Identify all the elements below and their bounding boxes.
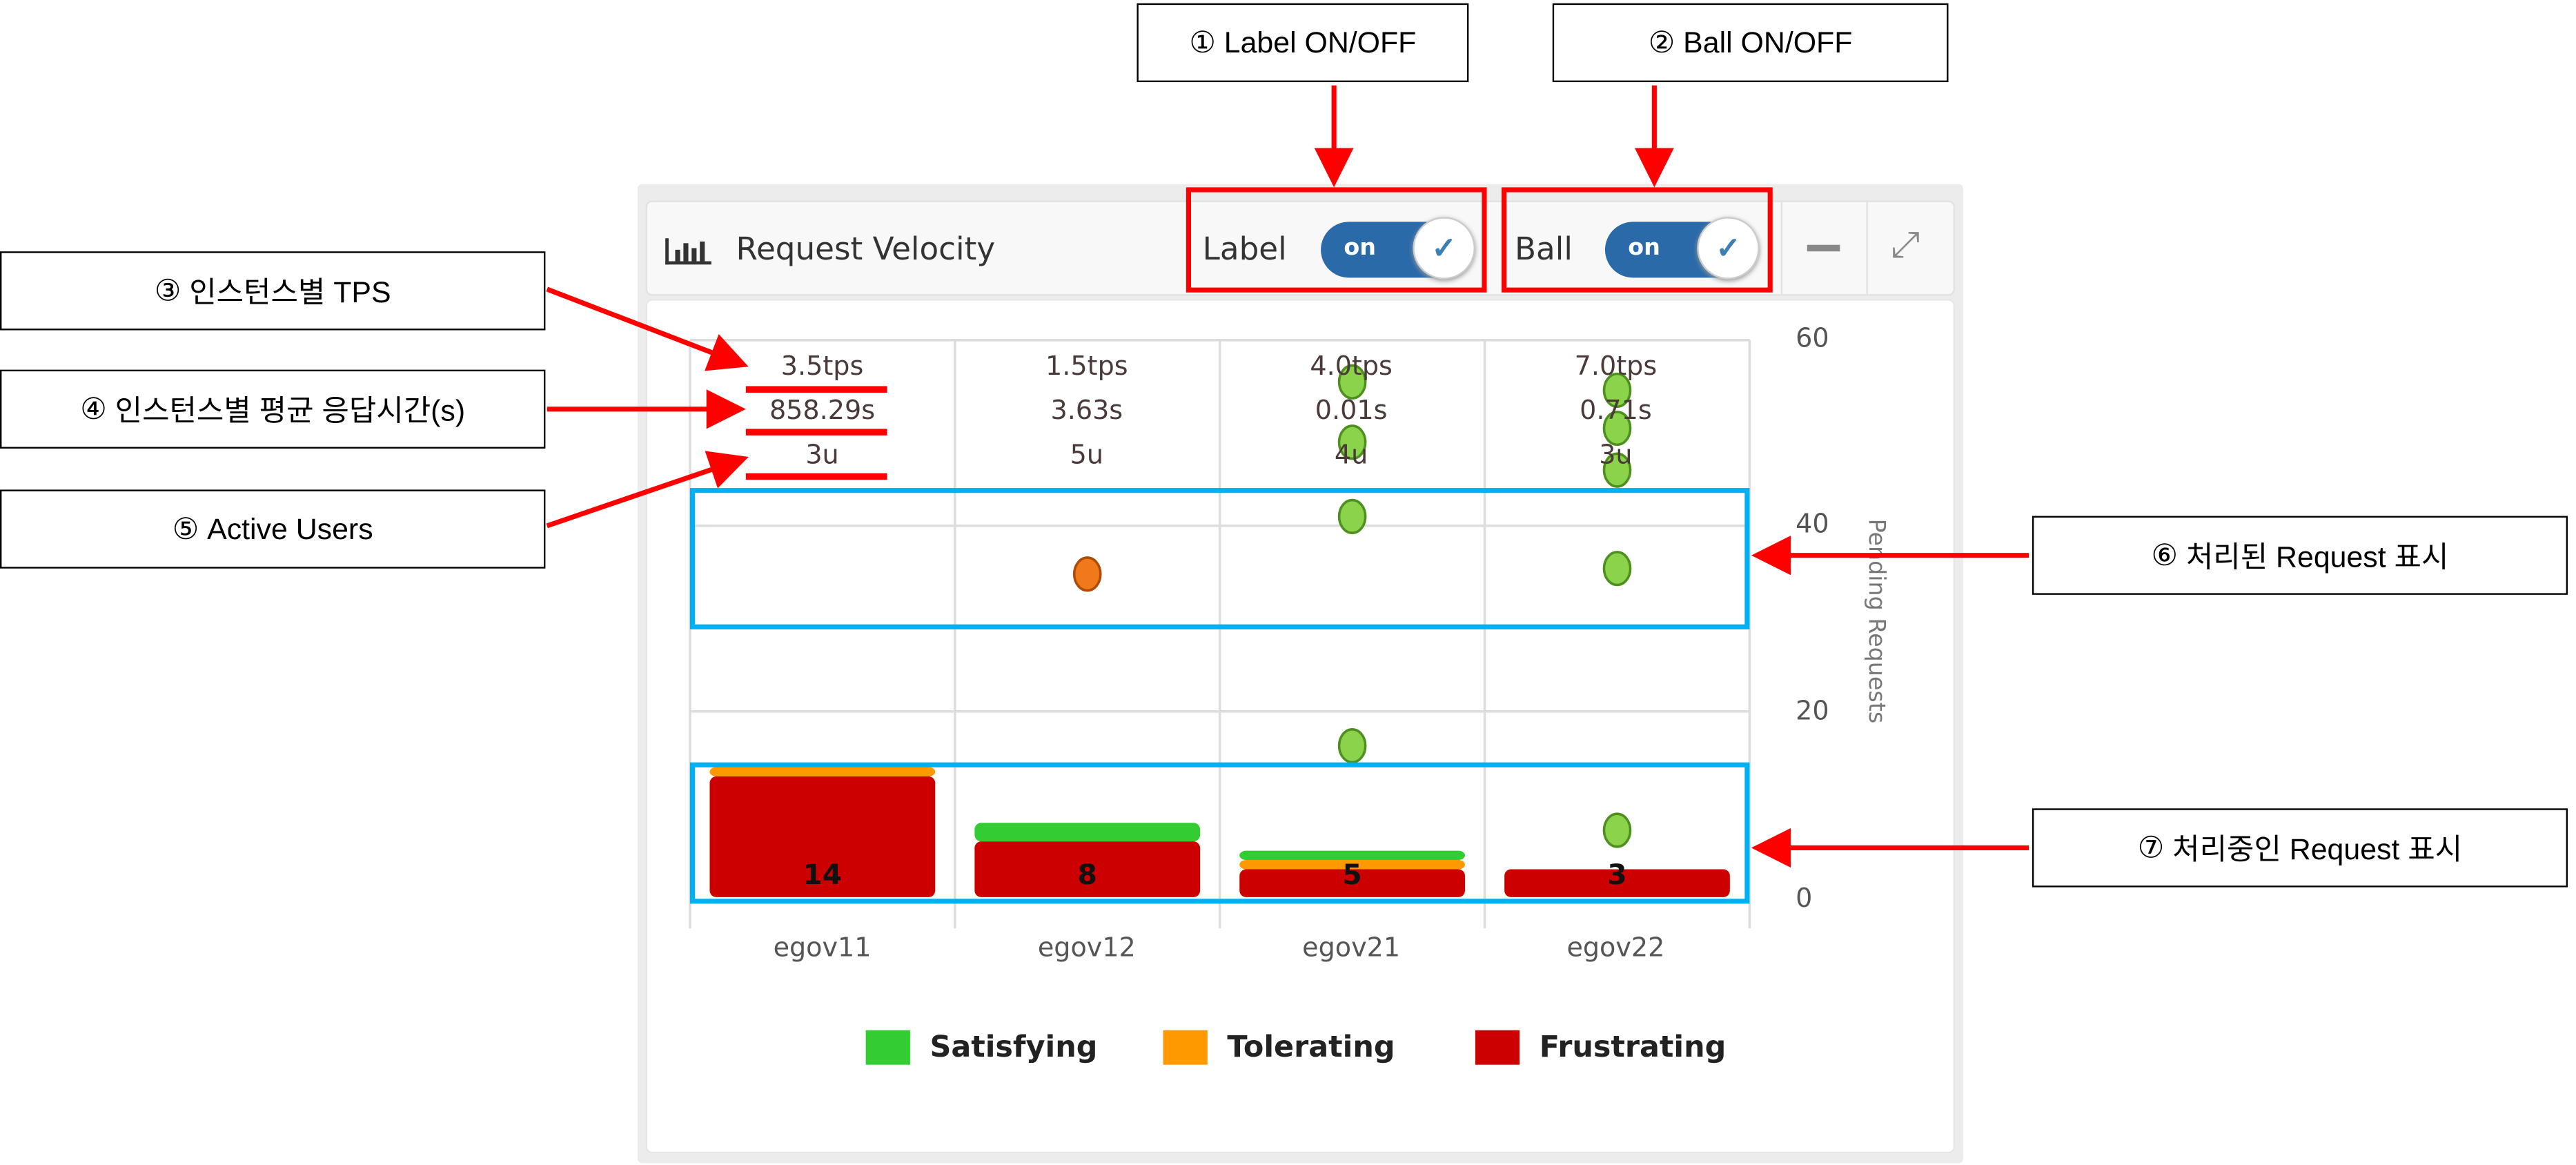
legend-tolerating[interactable]: Tolerating bbox=[1163, 1030, 1395, 1065]
legend-swatch bbox=[865, 1030, 910, 1065]
request-ball bbox=[1337, 364, 1367, 400]
bar-chart-icon bbox=[665, 238, 711, 265]
note-pending-requests: ⑦ 처리중인 Request 표시 bbox=[2032, 808, 2568, 888]
note-number: ⑥ bbox=[2151, 538, 2178, 571]
toggle-state: on bbox=[1344, 235, 1377, 262]
request-ball bbox=[1072, 556, 1102, 592]
instance-tps-label: 7.0tps bbox=[1574, 350, 1658, 382]
request-ball bbox=[1602, 452, 1632, 488]
request-ball bbox=[1602, 372, 1632, 409]
label-toggle[interactable]: on ✓ bbox=[1321, 217, 1475, 280]
x-axis-label: egov22 bbox=[1566, 931, 1665, 963]
expand-icon[interactable]: ⤢ bbox=[1891, 225, 1920, 266]
toggle-state: on bbox=[1628, 235, 1660, 262]
instance-users-label: 3u bbox=[805, 438, 839, 470]
note-number: ② bbox=[1648, 25, 1675, 59]
request-ball bbox=[1337, 498, 1367, 534]
widget-header: Request Velocity Label on ✓ Ball on ✓ ⤢ bbox=[645, 200, 1956, 296]
instance-tps-label: 4.0tps bbox=[1310, 350, 1393, 382]
note-text: Active Users bbox=[207, 511, 373, 545]
chart-card bbox=[645, 299, 1956, 1154]
legend-swatch bbox=[1475, 1030, 1520, 1065]
highlight-pending-requests bbox=[689, 762, 1750, 904]
instance-users-label: 3u bbox=[1599, 438, 1633, 470]
note-number: ⑦ bbox=[2137, 830, 2165, 864]
note-text: Label ON/OFF bbox=[1223, 25, 1417, 59]
request-ball bbox=[1602, 410, 1632, 447]
underline-tps bbox=[745, 386, 887, 393]
note-number: ⑤ bbox=[172, 511, 199, 545]
legend-swatch bbox=[1163, 1030, 1208, 1065]
note-number: ① bbox=[1189, 25, 1216, 59]
bar-total-label: 5 bbox=[1343, 858, 1362, 891]
y-tick: 60 bbox=[1796, 322, 1829, 353]
note-number: ③ bbox=[154, 273, 181, 307]
minimize-icon[interactable] bbox=[1807, 244, 1840, 252]
note-number: ④ bbox=[80, 391, 107, 425]
request-ball bbox=[1337, 424, 1367, 460]
bar-frustrating bbox=[709, 776, 936, 897]
legend-frustrating[interactable]: Frustrating bbox=[1475, 1030, 1726, 1065]
note-text: 인스턴스별 TPS bbox=[189, 275, 391, 309]
widget-title: Request Velocity bbox=[736, 231, 996, 268]
note-ball-toggle: ② Ball ON/OFF bbox=[1552, 3, 1949, 83]
request-ball bbox=[1602, 551, 1632, 587]
x-axis-label: egov21 bbox=[1302, 931, 1401, 963]
bar-satisfying bbox=[974, 823, 1201, 842]
underline-users bbox=[745, 473, 887, 480]
request-ball bbox=[1602, 812, 1632, 848]
bar-total-label: 14 bbox=[803, 858, 842, 891]
instance-users-label: 4u bbox=[1334, 438, 1368, 470]
instance-avg-label: 0.01s bbox=[1315, 394, 1388, 426]
request-ball bbox=[1337, 728, 1367, 764]
highlight-label-toggle bbox=[1186, 187, 1487, 293]
bar-frustrating bbox=[974, 841, 1201, 897]
y-axis-title: Pending Requests bbox=[1862, 518, 1889, 724]
instance-tps-label: 3.5tps bbox=[780, 350, 864, 382]
bar-tolerating bbox=[1239, 860, 1465, 870]
instance-users-label: 5u bbox=[1070, 438, 1104, 470]
highlight-ball-toggle bbox=[1501, 187, 1773, 293]
note-text: 인스턴스별 평균 응답시간(s) bbox=[115, 394, 466, 427]
bar-satisfying bbox=[1239, 850, 1465, 861]
note-processed-requests: ⑥ 처리된 Request 표시 bbox=[2032, 516, 2568, 595]
highlight-processed-requests bbox=[689, 488, 1750, 629]
check-icon: ✓ bbox=[1413, 217, 1475, 280]
bar-tolerating bbox=[709, 767, 936, 776]
note-tps: ③ 인스턴스별 TPS bbox=[0, 251, 546, 331]
check-icon: ✓ bbox=[1697, 217, 1760, 280]
instance-avg-label: 3.63s bbox=[1050, 394, 1123, 426]
note-text: 처리된 Request 표시 bbox=[2185, 540, 2449, 574]
bar-total-label: 3 bbox=[1607, 858, 1626, 891]
y-tick: 40 bbox=[1796, 507, 1829, 539]
instance-tps-label: 1.5tps bbox=[1045, 350, 1128, 382]
bar-frustrating bbox=[1504, 869, 1730, 897]
legend-label: Frustrating bbox=[1539, 1030, 1727, 1065]
underline-avg bbox=[745, 429, 887, 435]
bar-frustrating bbox=[1239, 869, 1465, 897]
legend-label: Tolerating bbox=[1227, 1030, 1395, 1065]
note-label-toggle: ① Label ON/OFF bbox=[1137, 3, 1469, 83]
instance-avg-label: 0.71s bbox=[1580, 394, 1652, 426]
note-text: Ball ON/OFF bbox=[1683, 25, 1853, 59]
legend-label: Satisfying bbox=[930, 1030, 1098, 1065]
x-axis-label: egov11 bbox=[773, 931, 872, 963]
y-tick: 0 bbox=[1796, 882, 1813, 914]
y-tick: 20 bbox=[1796, 695, 1829, 727]
ball-toggle[interactable]: on ✓ bbox=[1604, 217, 1760, 280]
ball-toggle-label: Ball bbox=[1515, 231, 1573, 268]
x-axis-label: egov12 bbox=[1037, 931, 1136, 963]
legend-satisfying[interactable]: Satisfying bbox=[865, 1030, 1098, 1065]
label-toggle-label: Label bbox=[1202, 231, 1287, 268]
bar-total-label: 8 bbox=[1078, 858, 1097, 891]
note-text: 처리중인 Request 표시 bbox=[2172, 833, 2463, 866]
note-avg-response: ④ 인스턴스별 평균 응답시간(s) bbox=[0, 369, 546, 449]
note-active-users: ⑤ Active Users bbox=[0, 489, 546, 569]
instance-avg-label: 858.29s bbox=[769, 394, 876, 426]
